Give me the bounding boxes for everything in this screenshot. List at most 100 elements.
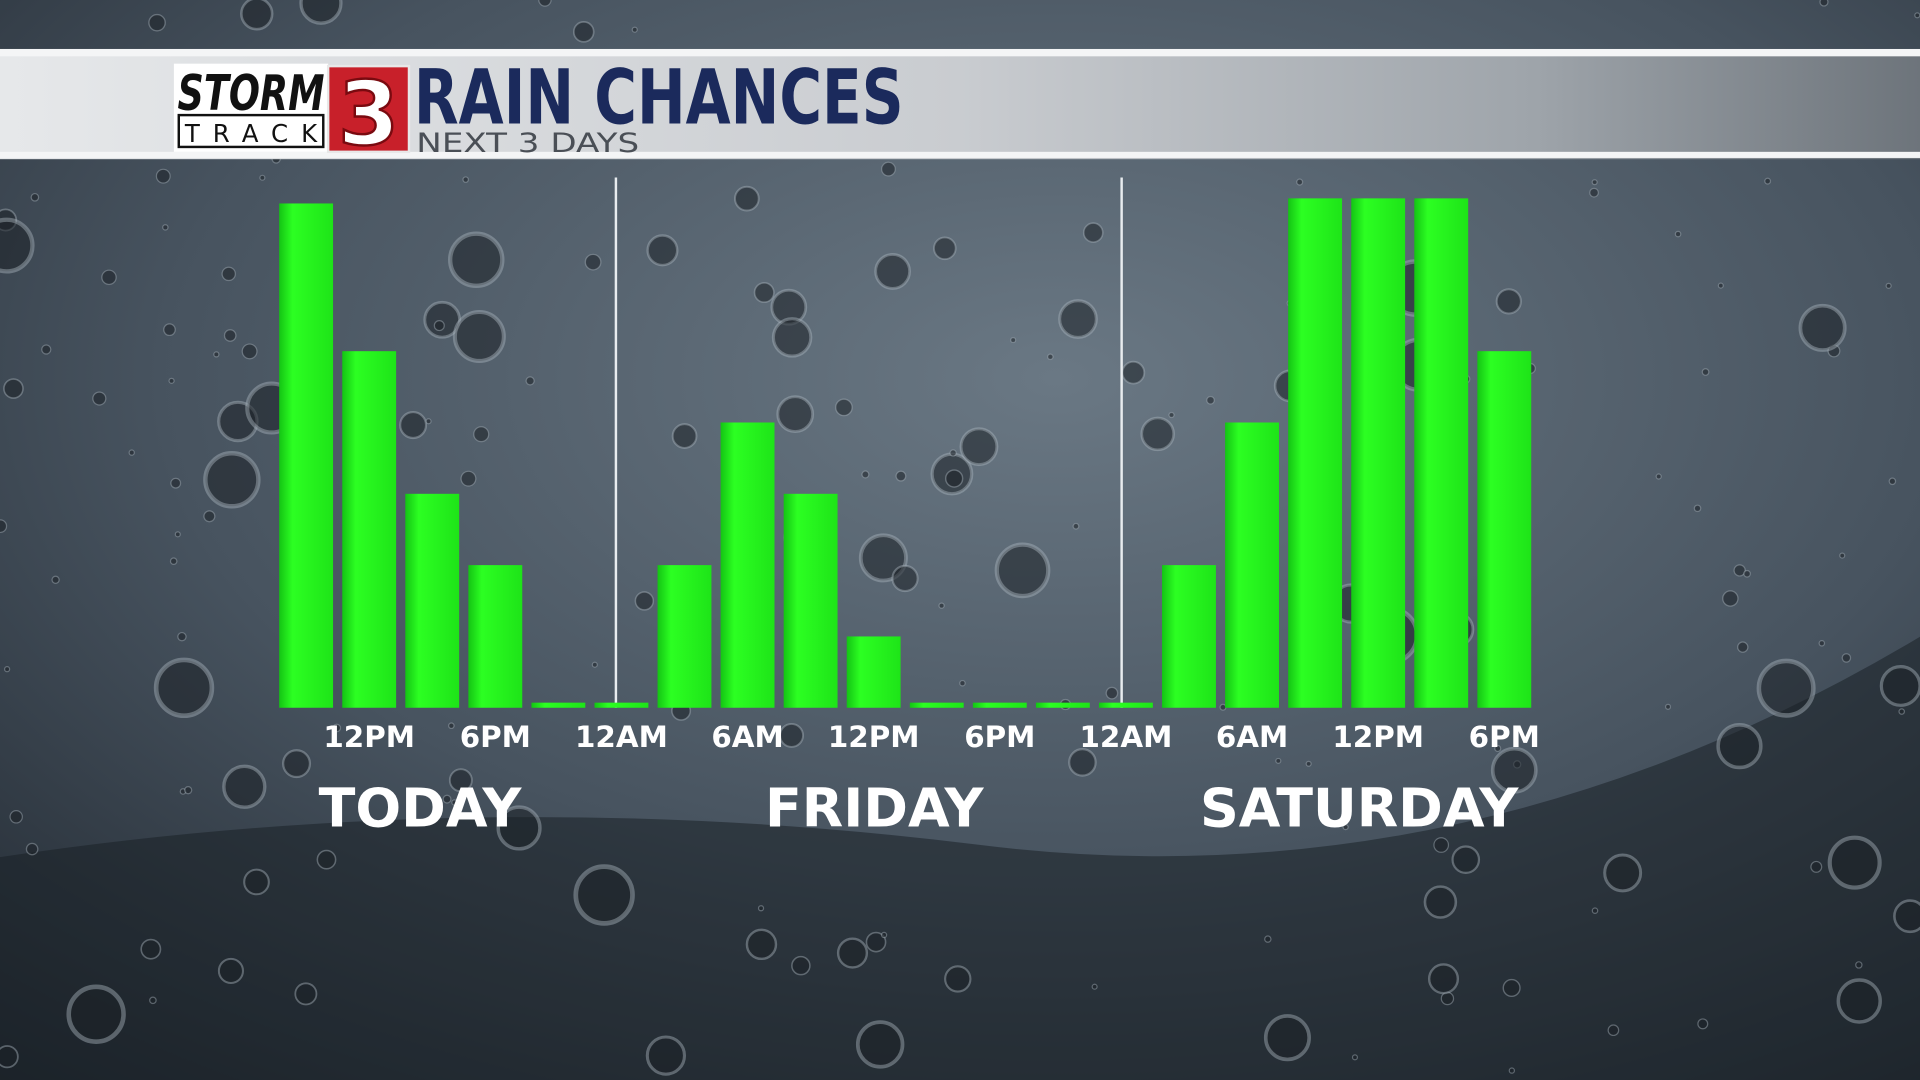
raindrop (1819, 0, 1829, 7)
raindrop (448, 768, 473, 793)
raindrop (1841, 653, 1852, 663)
raindrop (591, 661, 598, 668)
raindrop (994, 542, 1051, 599)
raindrop (959, 679, 966, 687)
raindrop (1722, 590, 1739, 607)
raindrop (1296, 178, 1304, 186)
raindrop (572, 21, 595, 43)
raindrop (332, 723, 342, 733)
raindrop (174, 531, 181, 538)
bar (1225, 422, 1279, 708)
raindrop (51, 575, 60, 584)
raindrop (243, 868, 270, 896)
x-tick-label: 12PM (1332, 720, 1424, 754)
bar (342, 351, 397, 708)
raindrop (222, 764, 267, 809)
raindrop (1717, 282, 1724, 289)
raindrop (771, 317, 813, 358)
raindrop (1743, 569, 1751, 578)
raindrop (1495, 288, 1522, 315)
raindrop (757, 905, 765, 912)
raindrop (745, 928, 778, 961)
raindrop (259, 174, 266, 181)
raindrop (316, 849, 337, 870)
raindrop (433, 320, 445, 332)
raindrop (1342, 823, 1349, 831)
raindrop (1263, 1014, 1311, 1062)
raindrop (1140, 416, 1175, 452)
raindrop (169, 557, 178, 566)
raindrop (1818, 640, 1826, 647)
x-tick-label: 12PM (323, 720, 415, 754)
x-tick-label: 12AM (575, 720, 668, 754)
bar (1162, 565, 1216, 708)
raindrop (1219, 703, 1227, 711)
raindrop (423, 300, 462, 339)
raindrop (1105, 686, 1119, 700)
raindrop (1068, 748, 1097, 777)
raindrop (573, 864, 635, 926)
raindrop (3, 666, 11, 673)
raindrop (671, 423, 698, 449)
raindrop (1072, 522, 1080, 530)
raindrop (101, 269, 117, 286)
raindrop (791, 955, 811, 976)
bar (405, 493, 460, 708)
raindrop (1764, 177, 1772, 185)
raindrop (874, 253, 912, 290)
raindrop (538, 0, 552, 7)
header-line (0, 151, 1920, 158)
bar (720, 422, 775, 708)
raindrop (41, 344, 52, 355)
x-tick-label: 6AM (1216, 720, 1288, 754)
x-tick-label: 6PM (460, 720, 531, 754)
raindrop (399, 411, 428, 440)
bar (657, 565, 712, 708)
raindrop (1082, 222, 1104, 243)
raindrop (294, 982, 318, 1006)
raindrop (1839, 552, 1846, 559)
raindrop (1737, 641, 1749, 653)
raindrop (861, 470, 870, 479)
bar (1288, 198, 1343, 708)
raindrop (92, 391, 107, 406)
raindrop (1423, 885, 1458, 919)
raindrop (753, 282, 775, 304)
raindrop (473, 426, 490, 443)
raindrop (0, 217, 35, 274)
raindrop (836, 937, 869, 969)
raindrop (944, 469, 964, 488)
raindrop (240, 0, 274, 31)
raindrop (584, 253, 602, 271)
raindrop (462, 176, 469, 183)
raindrop (1674, 230, 1682, 238)
raindrop (1756, 658, 1816, 718)
x-tick-label: 12AM (1079, 720, 1172, 754)
raindrop (452, 309, 506, 363)
raindrop (646, 234, 679, 267)
raindrop (1589, 187, 1599, 198)
raindrop (835, 398, 853, 417)
raindrop (155, 168, 171, 184)
raindrop (184, 786, 193, 795)
raindrop (1603, 853, 1643, 893)
raindrop (1351, 1054, 1359, 1061)
raindrop (1836, 978, 1882, 1024)
raindrop (217, 957, 244, 984)
raindrop (496, 805, 542, 851)
bar (846, 636, 901, 708)
logo-track-box (177, 113, 325, 149)
raindrop (949, 449, 957, 457)
bar (909, 702, 964, 708)
raindrop (525, 376, 535, 386)
raindrop (1502, 978, 1521, 998)
plot: 12PM 6PM 12AM 6AM 12PM 6PM 12AM 6AM 12PM 6PM TODAY… (279, 198, 1540, 840)
raindrop (1914, 12, 1920, 19)
raindrop (203, 510, 216, 523)
chart-title: RAIN CHANCES (414, 54, 904, 142)
raindrop (933, 236, 957, 261)
logo-storm: STORM (178, 65, 325, 122)
raindrop (855, 1020, 905, 1069)
